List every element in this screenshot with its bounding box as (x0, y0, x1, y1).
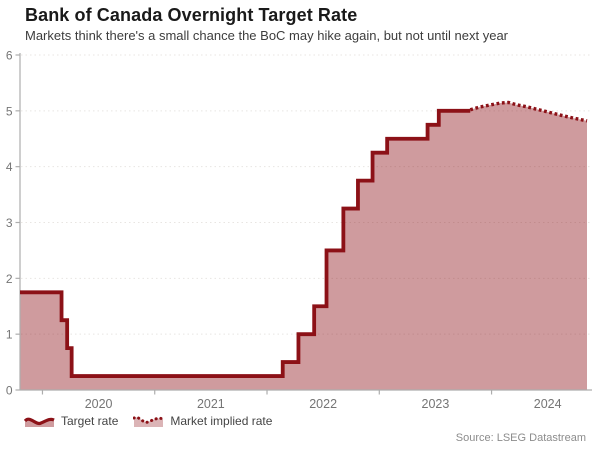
svg-text:2023: 2023 (422, 397, 450, 411)
svg-text:2021: 2021 (197, 397, 225, 411)
legend-item-market-implied-rate: Market implied rate (133, 413, 272, 428)
svg-text:0: 0 (6, 384, 13, 398)
svg-text:6: 6 (6, 49, 13, 63)
legend-label: Market implied rate (170, 413, 273, 428)
legend-item-target-rate: Target rate (24, 413, 118, 428)
svg-text:2020: 2020 (85, 397, 113, 411)
dotted-wave-line-icon (133, 415, 165, 427)
svg-text:2024: 2024 (534, 397, 562, 411)
chart-subtitle: Markets think there's a small chance the… (25, 28, 509, 43)
legend: Target rate Market implied rate (24, 413, 272, 428)
chart-title: Bank of Canada Overnight Target Rate (25, 5, 358, 25)
svg-text:2: 2 (6, 272, 13, 286)
source-credit: Source: LSEG Datastream (455, 432, 586, 444)
svg-text:2022: 2022 (309, 397, 337, 411)
svg-text:1: 1 (6, 328, 13, 342)
svg-text:3: 3 (6, 216, 13, 230)
svg-text:5: 5 (6, 104, 13, 118)
svg-text:4: 4 (6, 160, 13, 174)
solid-wave-line-icon (24, 417, 55, 427)
legend-label: Target rate (61, 413, 119, 428)
